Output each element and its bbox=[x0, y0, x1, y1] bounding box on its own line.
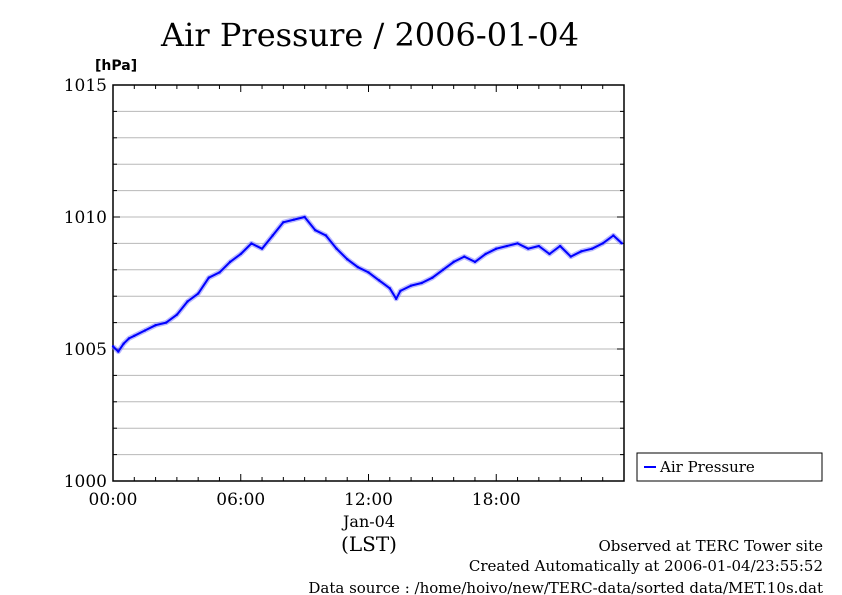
data-point bbox=[394, 297, 398, 301]
data-point bbox=[612, 234, 615, 237]
data-point bbox=[580, 250, 583, 253]
grid-layer bbox=[113, 110, 624, 456]
series-layer bbox=[111, 214, 624, 355]
data-point bbox=[127, 337, 131, 340]
data-point bbox=[431, 276, 434, 279]
y-tick-label: 1005 bbox=[64, 340, 107, 360]
data-point bbox=[186, 300, 189, 303]
data-point bbox=[335, 247, 338, 250]
data-point bbox=[356, 265, 360, 269]
data-point bbox=[601, 242, 604, 245]
y-axis-label: [hPa] bbox=[95, 58, 137, 74]
y-tick-label: 1010 bbox=[64, 208, 107, 228]
data-point bbox=[420, 281, 423, 285]
legend-label: Air Pressure bbox=[659, 458, 755, 476]
plot-frame bbox=[112, 84, 625, 482]
data-point bbox=[133, 334, 136, 337]
data-point bbox=[292, 218, 296, 221]
data-point bbox=[250, 242, 253, 245]
series-halo bbox=[111, 214, 624, 355]
data-point bbox=[441, 268, 445, 271]
data-point bbox=[495, 247, 498, 250]
chart-title: Air Pressure / 2006-01-04 bbox=[160, 16, 579, 54]
data-point bbox=[207, 276, 211, 279]
data-point bbox=[569, 255, 572, 258]
data-point bbox=[463, 255, 466, 258]
data-point bbox=[377, 279, 381, 282]
y-tick-label: 1000 bbox=[64, 472, 107, 492]
footer-created: Created Automatically at 2006-01-04/23:5… bbox=[469, 557, 823, 575]
data-point bbox=[473, 260, 477, 264]
data-point bbox=[399, 289, 402, 293]
data-point bbox=[620, 242, 624, 245]
x-axis-label: (LST) bbox=[341, 532, 397, 556]
data-point bbox=[239, 252, 242, 256]
series-line bbox=[112, 216, 623, 353]
data-point bbox=[228, 260, 232, 264]
y-tick-label: 1015 bbox=[64, 76, 107, 96]
x-tick-label: 18:00 bbox=[472, 490, 521, 510]
legend-box bbox=[636, 452, 823, 482]
data-point bbox=[196, 292, 200, 295]
data-point bbox=[324, 234, 328, 237]
data-point bbox=[367, 271, 370, 274]
data-point bbox=[346, 258, 349, 261]
data-point bbox=[409, 284, 413, 287]
data-point bbox=[516, 242, 519, 245]
footer-source: Data source : /home/hoivo/new/TERC-data/… bbox=[308, 579, 823, 595]
x-tick-label: 06:00 bbox=[216, 490, 265, 510]
data-point bbox=[526, 247, 530, 250]
data-point bbox=[388, 287, 391, 290]
data-point bbox=[505, 244, 509, 248]
data-point bbox=[558, 244, 562, 248]
data-point bbox=[122, 342, 125, 345]
data-point bbox=[117, 350, 120, 353]
footer-observed: Observed at TERC Tower site bbox=[598, 537, 823, 555]
x-tick-label: 12:00 bbox=[344, 490, 393, 510]
x-date-label: Jan-04 bbox=[341, 512, 395, 531]
x-tick-label: 00:00 bbox=[89, 490, 138, 510]
data-point bbox=[111, 345, 115, 348]
data-point bbox=[452, 260, 455, 264]
data-point bbox=[282, 221, 285, 224]
data-point bbox=[218, 271, 221, 274]
data-point bbox=[260, 247, 264, 250]
data-point bbox=[271, 234, 274, 237]
data-point bbox=[154, 324, 157, 327]
data-point bbox=[590, 247, 594, 250]
tick-layer: 1000 1005 1010 1015 00:00 06:00 12:00 18:00 bbox=[64, 76, 625, 510]
data-point bbox=[484, 252, 487, 256]
data-point bbox=[548, 252, 551, 256]
data-point bbox=[314, 229, 317, 232]
data-point bbox=[143, 329, 147, 332]
data-point bbox=[303, 215, 306, 219]
data-point bbox=[537, 244, 541, 248]
data-point bbox=[165, 321, 168, 324]
data-point bbox=[175, 313, 179, 316]
legend: Air Pressure bbox=[636, 452, 823, 482]
